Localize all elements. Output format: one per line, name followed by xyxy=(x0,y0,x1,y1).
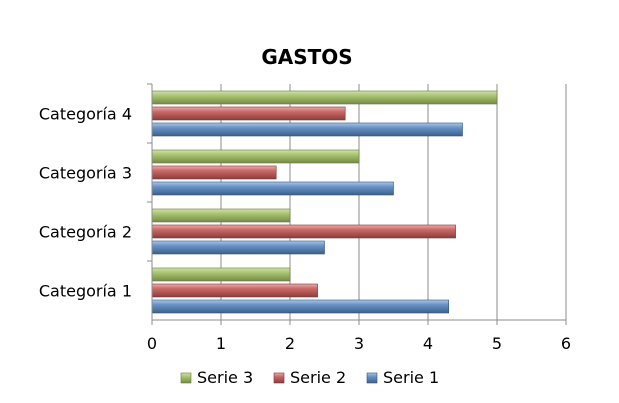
category-label: Categoría 2 xyxy=(39,223,132,242)
legend-label: Serie 3 xyxy=(197,368,253,387)
chart-title: GASTOS xyxy=(261,45,352,69)
category-label: Categoría 4 xyxy=(39,105,132,124)
bar-serie-2 xyxy=(151,283,318,298)
bar-serie-2 xyxy=(151,165,277,180)
bar-serie-3 xyxy=(151,149,360,164)
legend-swatch xyxy=(180,372,192,384)
bar-serie-2 xyxy=(151,106,346,121)
x-tick-label: 0 xyxy=(147,334,157,353)
bar-serie-1 xyxy=(151,299,450,314)
category-label: Categoría 3 xyxy=(39,164,132,183)
axis-labels: 0 1 2 3 4 5 6 Categoría 1 Categoría 2 Categoría 3… xyxy=(39,105,571,354)
bar-serie-3 xyxy=(151,267,291,282)
legend-label: Serie 2 xyxy=(290,368,346,387)
legend-swatch xyxy=(273,372,285,384)
x-tick-label: 3 xyxy=(354,334,364,353)
bar-serie-3 xyxy=(151,208,291,223)
category-label: Categoría 1 xyxy=(39,282,132,301)
legend: Serie 3 Serie 2 Serie 1 xyxy=(180,368,439,387)
x-tick-label: 5 xyxy=(492,334,502,353)
legend-label: Serie 1 xyxy=(383,368,439,387)
bar-serie-2 xyxy=(151,224,456,239)
x-tick-label: 6 xyxy=(561,334,571,353)
bar-serie-1 xyxy=(151,181,394,196)
x-tick-label: 1 xyxy=(216,334,226,353)
bar-serie-3 xyxy=(151,90,498,105)
bar-serie-1 xyxy=(151,122,463,137)
bars xyxy=(151,90,498,314)
bar-serie-1 xyxy=(151,240,325,255)
x-tick-label: 4 xyxy=(423,334,433,353)
axes xyxy=(147,83,567,325)
x-tick-label: 2 xyxy=(285,334,295,353)
legend-swatch xyxy=(366,372,378,384)
